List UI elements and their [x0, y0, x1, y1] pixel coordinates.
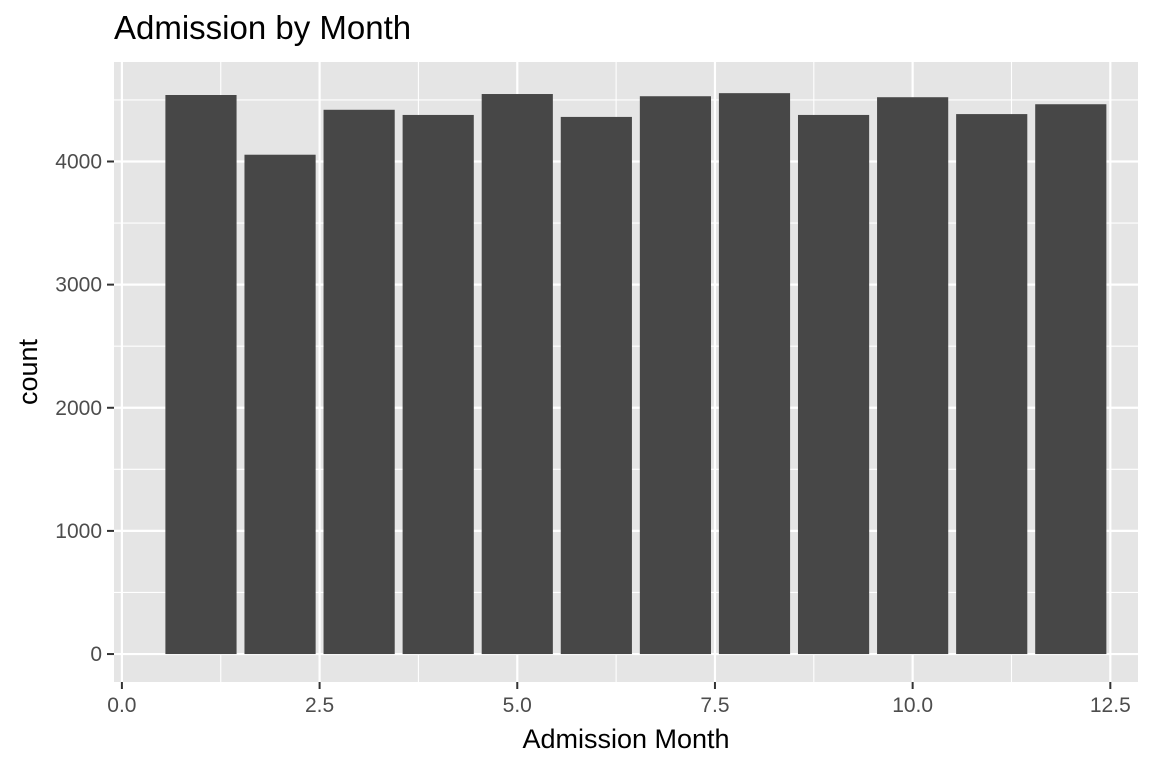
- x-tick-label: 5.0: [503, 694, 532, 717]
- bar-month-7: [639, 96, 712, 655]
- bar-month-11: [956, 114, 1028, 655]
- y-tick-label: 4000: [55, 150, 102, 173]
- x-tick-label: 7.5: [700, 694, 729, 717]
- y-tick-label: 1000: [55, 520, 102, 543]
- y-tick-label: 3000: [55, 274, 102, 297]
- bar-month-10: [877, 97, 949, 655]
- y-axis: 0 1000 2000 3000 4000: [55, 150, 114, 666]
- x-tick-label: 12.5: [1090, 694, 1131, 717]
- x-tick-label: 2.5: [305, 694, 334, 717]
- bars: [165, 93, 1107, 655]
- bar-month-3: [323, 109, 395, 655]
- bar-month-12: [1035, 104, 1107, 655]
- x-tick-label: 0.0: [107, 694, 136, 717]
- bar-month-9: [797, 114, 870, 655]
- x-tick-label: 10.0: [892, 694, 933, 717]
- bar-month-5: [481, 94, 553, 655]
- y-tick-label: 0: [90, 643, 102, 666]
- y-axis-title: count: [13, 338, 43, 405]
- chart-title: Admission by Month: [114, 9, 411, 46]
- x-axis: 0.0 2.5 5.0 7.5 10.0 12.5: [107, 682, 1131, 717]
- bar-month-4: [402, 114, 474, 655]
- y-tick-label: 2000: [55, 397, 102, 420]
- bar-month-2: [244, 154, 316, 655]
- x-axis-title: Admission Month: [522, 724, 729, 754]
- bar-month-6: [560, 116, 632, 655]
- bar-month-8: [718, 93, 791, 655]
- bar-month-1: [165, 95, 237, 655]
